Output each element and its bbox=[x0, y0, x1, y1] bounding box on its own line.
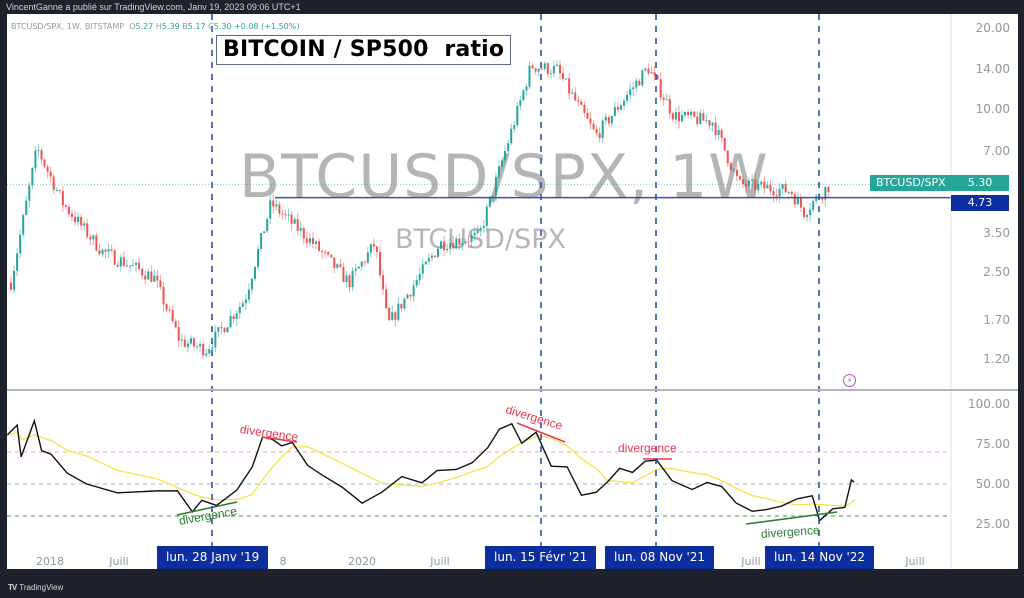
x-axis-tick: Juill bbox=[741, 555, 761, 568]
y-axis-tick: 10.00 bbox=[975, 102, 1010, 116]
y-axis-tick: 50.00 bbox=[975, 477, 1010, 491]
y-axis-tick: 3.50 bbox=[983, 226, 1010, 240]
brand-name: TradingView bbox=[19, 583, 64, 592]
symbol-price-label: BTCUSD/SPX bbox=[870, 175, 952, 191]
legend-low-label: B bbox=[182, 22, 188, 31]
published-by-line: VincentGanne a publié sur TradingView.co… bbox=[6, 2, 301, 12]
bearish-divergence-label: divergence bbox=[618, 441, 677, 455]
legend-open-label: O bbox=[129, 22, 136, 31]
symbol-legend: BTCUSD/SPX, 1W, BITSTAMP O5.27 H5.39 B5.… bbox=[11, 22, 299, 31]
pane-separator[interactable] bbox=[7, 389, 1018, 391]
date-marker-tag: lun. 14 Nov '22 bbox=[765, 546, 875, 569]
x-axis-tick: 2018 bbox=[36, 555, 64, 568]
y-axis-tick: 100.00 bbox=[968, 397, 1010, 411]
x-axis-tick: Juill bbox=[109, 555, 129, 568]
y-axis-tick: 1.20 bbox=[983, 352, 1010, 366]
y-axis-tick: 14.00 bbox=[975, 62, 1010, 76]
date-marker-tag: lun. 28 Janv '19 bbox=[157, 546, 269, 569]
y-axis-tick: 75.00 bbox=[975, 437, 1010, 451]
chart-frame[interactable]: BTCUSD/SPX, 1W, BITSTAMP O5.27 H5.39 B5.… bbox=[7, 14, 1018, 569]
x-axis-tick: 8 bbox=[279, 555, 287, 568]
y-axis-tick: 20.00 bbox=[975, 21, 1010, 35]
y-axis-tick: 7.00 bbox=[983, 144, 1010, 158]
symbol-watermark: BTCUSD/SPX, 1W bbox=[239, 142, 769, 212]
horizontal-line-price-tag: 4.73 bbox=[951, 195, 1009, 211]
legend-change: +0.08 (+1.50%) bbox=[234, 22, 300, 31]
y-axis-tick: 2.50 bbox=[983, 265, 1010, 279]
y-axis-tick: 1.70 bbox=[983, 313, 1010, 327]
tradingview-logo-icon: TV bbox=[8, 583, 17, 592]
footer-branding: TV TradingView bbox=[8, 583, 63, 592]
price-and-rsi-plot[interactable] bbox=[7, 14, 1018, 569]
legend-high-label: H bbox=[155, 22, 162, 31]
chart-title-annotation[interactable]: BITCOIN / SP500 ratio bbox=[216, 35, 512, 65]
last-price-tag: 5.30 bbox=[951, 175, 1009, 191]
legend-open: 5.27 bbox=[135, 22, 154, 31]
legend-symbol: BTCUSD/SPX, 1W, BITSTAMP bbox=[11, 22, 125, 31]
legend-low: 5.17 bbox=[187, 22, 206, 31]
legend-close: 5.30 bbox=[213, 22, 232, 31]
y-axis-tick: 25.00 bbox=[975, 517, 1010, 531]
x-axis-tick: Juill bbox=[430, 555, 450, 568]
lightning-alert-icon[interactable]: ⚡ bbox=[843, 374, 856, 387]
legend-close-label: C bbox=[208, 22, 214, 31]
legend-high: 5.39 bbox=[161, 22, 180, 31]
x-axis-tick: 2020 bbox=[348, 555, 376, 568]
date-marker-tag: lun. 08 Nov '21 bbox=[605, 546, 715, 569]
date-marker-tag: lun. 15 Févr '21 bbox=[485, 546, 597, 569]
x-axis-tick: Juill bbox=[905, 555, 925, 568]
